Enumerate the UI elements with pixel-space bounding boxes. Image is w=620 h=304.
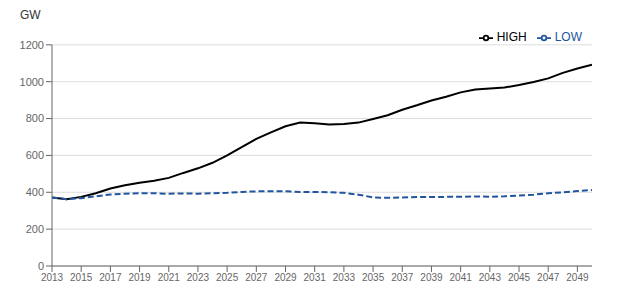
svg-text:2037: 2037 bbox=[391, 272, 414, 283]
svg-text:2021: 2021 bbox=[158, 272, 181, 283]
svg-text:2017: 2017 bbox=[99, 272, 122, 283]
html-text:GW: GW bbox=[20, 8, 41, 22]
svg-text:200: 200 bbox=[26, 223, 44, 235]
svg-text:2033: 2033 bbox=[333, 272, 356, 283]
svg-text:2029: 2029 bbox=[274, 272, 297, 283]
svg-text:2043: 2043 bbox=[479, 272, 502, 283]
svg-text:2027: 2027 bbox=[245, 272, 268, 283]
svg-text:2031: 2031 bbox=[304, 272, 327, 283]
html-text:LOW: LOW bbox=[554, 30, 582, 44]
svg-text:2035: 2035 bbox=[362, 272, 385, 283]
svg-text:800: 800 bbox=[26, 112, 44, 124]
svg-text:1000: 1000 bbox=[20, 76, 44, 88]
svg-text:2013: 2013 bbox=[41, 272, 64, 283]
html-text:HIGH: HIGH bbox=[496, 30, 527, 44]
svg-text:2039: 2039 bbox=[420, 272, 443, 283]
svg-text:600: 600 bbox=[26, 149, 44, 161]
svg-text:2023: 2023 bbox=[187, 272, 210, 283]
svg-text:2025: 2025 bbox=[216, 272, 239, 283]
svg-text:2041: 2041 bbox=[450, 272, 473, 283]
svg-text:2049: 2049 bbox=[566, 272, 589, 283]
svg-text:1200: 1200 bbox=[20, 39, 44, 51]
svg-text:2015: 2015 bbox=[70, 272, 93, 283]
svg-text:2019: 2019 bbox=[128, 272, 151, 283]
svg-text:2045: 2045 bbox=[508, 272, 531, 283]
svg-text:0: 0 bbox=[38, 260, 44, 272]
svg-text:2047: 2047 bbox=[537, 272, 560, 283]
svg-text:400: 400 bbox=[26, 186, 44, 198]
